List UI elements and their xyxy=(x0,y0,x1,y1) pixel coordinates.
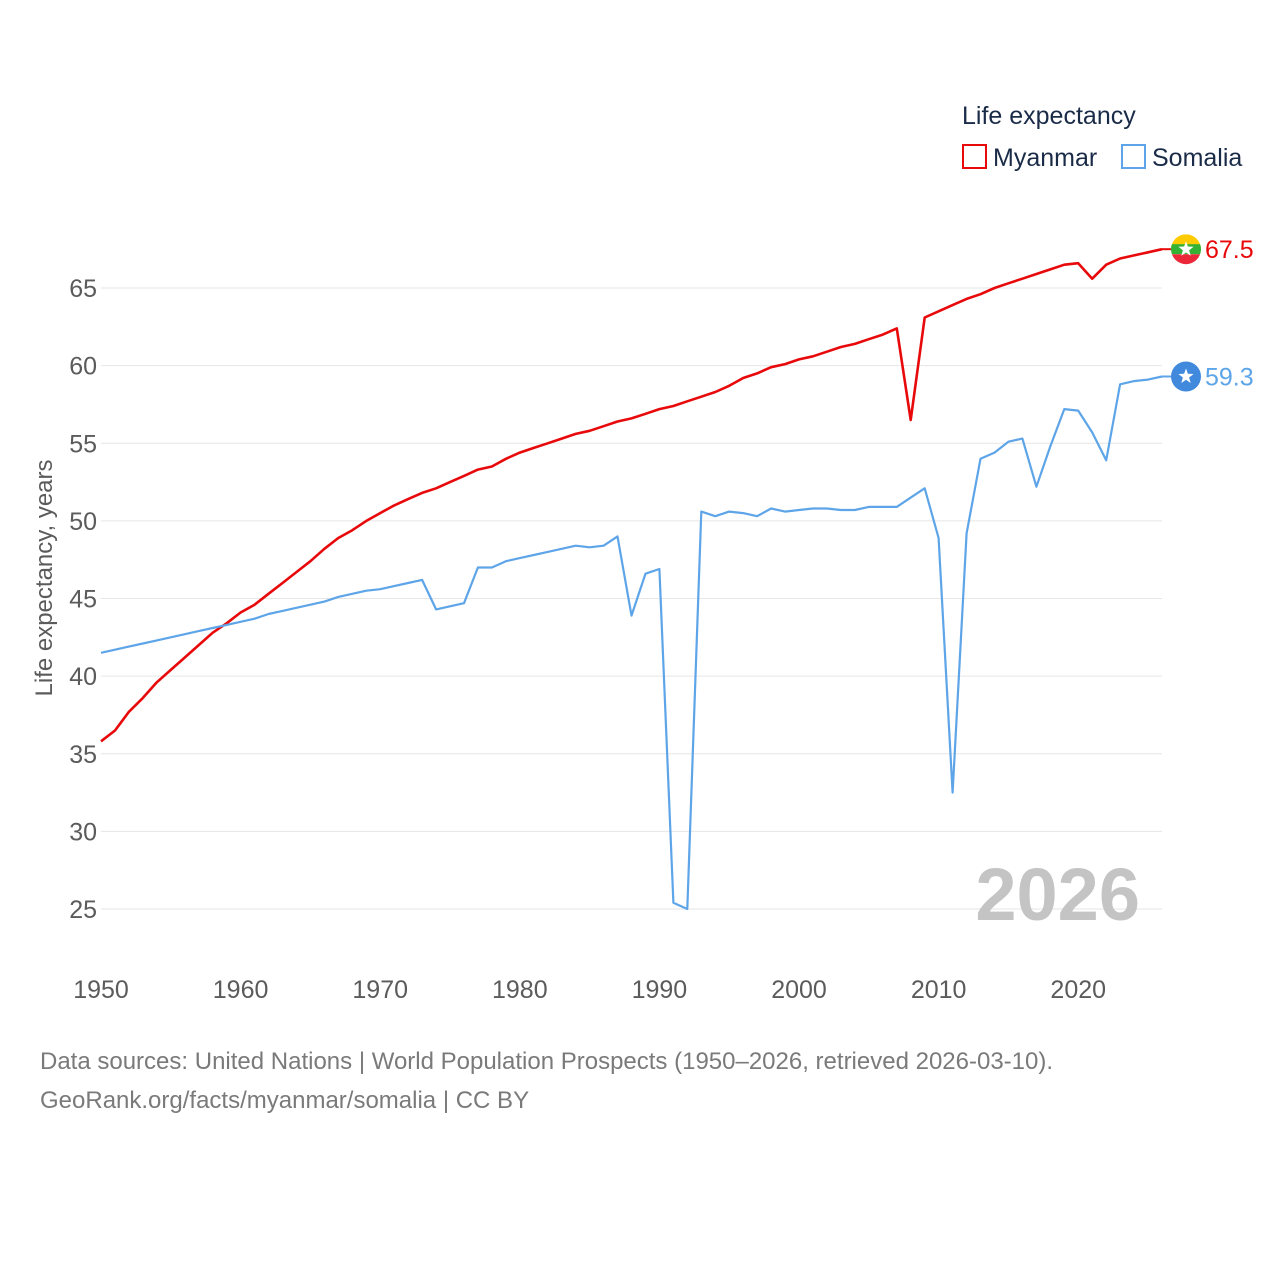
legend-label-somalia: Somalia xyxy=(1152,144,1242,172)
y-axis-title: Life expectancy, years xyxy=(31,459,58,696)
source-note: Data sources: United Nations | World Pop… xyxy=(40,1042,1240,1120)
legend-swatch-myanmar xyxy=(962,144,987,169)
y-tick-label: 30 xyxy=(69,818,97,846)
x-tick-label: 1950 xyxy=(73,976,129,1004)
x-axis-ticks: 1950 1960 1970 1980 1990 2000 2010 2020 xyxy=(73,976,1106,1004)
legend-swatch-somalia xyxy=(1121,144,1146,169)
x-tick-label: 2000 xyxy=(771,976,827,1004)
y-axis-ticks: 25 30 35 40 45 50 55 60 65 xyxy=(69,275,97,924)
y-tick-label: 35 xyxy=(69,741,97,769)
x-tick-label: 2010 xyxy=(911,976,967,1004)
legend-title: Life expectancy xyxy=(962,102,1136,130)
legend-label-myanmar: Myanmar xyxy=(993,144,1097,172)
flag-star-icon xyxy=(1178,241,1194,256)
gridlines xyxy=(101,287,1162,910)
series-endpoints: 67.5 59.3 xyxy=(1162,234,1254,392)
end-value-label-somalia: 59.3 xyxy=(1205,363,1254,391)
y-tick-label: 50 xyxy=(69,508,97,536)
series-line-somalia[interactable] xyxy=(100,375,1163,911)
x-tick-label: 1980 xyxy=(492,976,548,1004)
x-tick-label: 1960 xyxy=(213,976,269,1004)
legend-item-somalia[interactable]: Somalia xyxy=(1121,144,1242,172)
legend-item-myanmar[interactable]: Myanmar xyxy=(962,144,1097,172)
source-link[interactable]: GeoRank.org/facts/myanmar/somalia | CC B… xyxy=(40,1087,530,1114)
x-tick-label: 1990 xyxy=(632,976,688,1004)
x-tick-label: 2020 xyxy=(1050,976,1106,1004)
series-line-myanmar[interactable] xyxy=(100,247,1163,743)
life-expectancy-chart: 25 30 35 40 45 50 55 60 65 1950 1960 1970 1980 1990 2… xyxy=(31,102,1254,1004)
y-tick-label: 55 xyxy=(69,430,97,458)
source-line: Data sources: United Nations | World Pop… xyxy=(40,1048,1054,1075)
series-lines xyxy=(100,247,1163,911)
x-tick-label: 1970 xyxy=(352,976,408,1004)
y-tick-label: 40 xyxy=(69,663,97,691)
flag-star-icon xyxy=(1178,368,1194,383)
end-value-label-myanmar: 67.5 xyxy=(1205,236,1254,264)
year-watermark: 2026 xyxy=(975,853,1140,936)
y-tick-label: 60 xyxy=(69,353,97,381)
y-tick-label: 65 xyxy=(69,275,97,303)
y-tick-label: 25 xyxy=(69,896,97,924)
legend: Life expectancy Myanmar Somalia xyxy=(962,102,1242,172)
y-tick-label: 45 xyxy=(69,586,97,614)
